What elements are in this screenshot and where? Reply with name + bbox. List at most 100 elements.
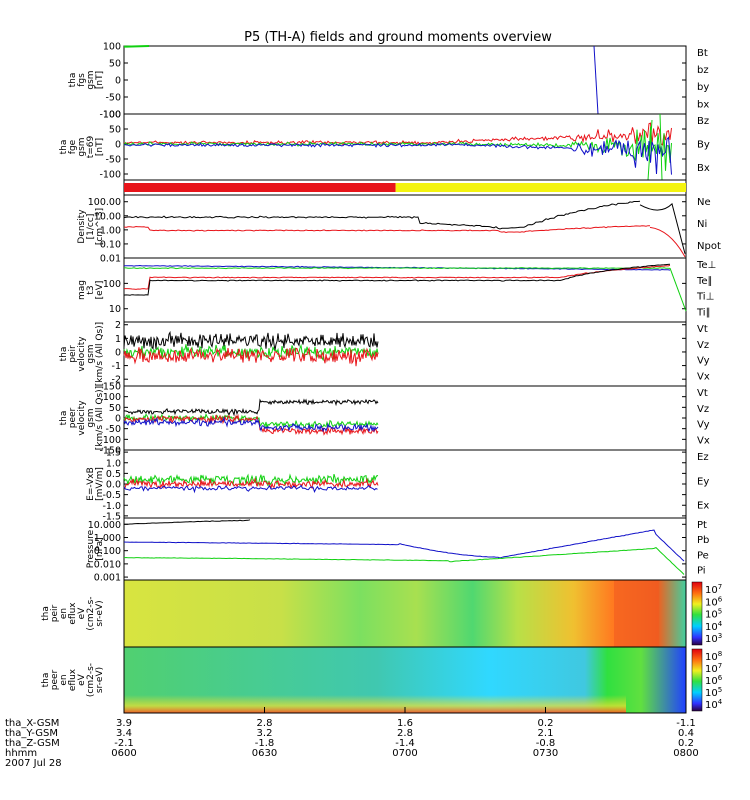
x-axis-value: 0600 <box>111 748 136 759</box>
legend-entry: Vx <box>697 436 710 447</box>
panel-frame <box>123 517 687 581</box>
y-tick-label: 0.0 <box>106 480 121 491</box>
y-axis-label: (cm2-s- <box>86 663 96 697</box>
series-Vz <box>123 346 379 367</box>
legend-entry: Ey <box>697 476 709 487</box>
y-tick-label: 50 <box>109 125 121 136</box>
colorbar-tick-label: 107 <box>705 662 722 675</box>
y-axis-label: Pressure <box>86 529 96 568</box>
y-axis-label: [eV] <box>95 281 105 300</box>
y-axis-label: [km/s (All Qs)] <box>95 386 105 450</box>
y-axis-label: tha <box>59 347 69 362</box>
y-tick-label: 1.000 <box>94 533 121 544</box>
y-axis-label: (cm2-s- <box>86 596 96 630</box>
series-By-spikes <box>647 113 663 181</box>
y-tick-label: 150 <box>103 382 121 393</box>
y-axis-label: eV <box>77 673 87 686</box>
panel-frame <box>123 321 687 387</box>
series-Ni <box>123 200 641 230</box>
series-Pi <box>123 529 685 562</box>
legend-entry: Pb <box>697 535 709 546</box>
y-axis-label: [km/s (All Qs)] <box>95 322 105 386</box>
legend-entry: Bz <box>697 116 709 127</box>
y-axis-label: t=69 <box>86 135 96 158</box>
legend-entry: Vt <box>697 388 708 399</box>
panel-frame <box>123 385 687 451</box>
y-tick-label: 0.5 <box>106 469 121 480</box>
series-Ez <box>123 477 379 491</box>
legend-entry: bz <box>697 65 709 76</box>
x-axis-value: 2.8 <box>257 718 273 729</box>
figure-title: P5 (TH-A) fields and ground moments over… <box>244 30 552 45</box>
y-axis-label: gsm <box>86 70 96 89</box>
colorbar <box>691 648 703 712</box>
series-Te-par <box>123 263 671 296</box>
y-tick-label: 0 <box>115 347 121 358</box>
colorbar <box>691 581 703 646</box>
y-axis-label: eV <box>77 607 87 620</box>
y-tick-label: 0.010 <box>94 559 121 570</box>
series-bx <box>593 45 599 115</box>
y-axis-label: en <box>59 674 69 685</box>
legend-entry: Ni <box>697 219 707 230</box>
y-axis-label: gsm <box>86 344 96 363</box>
x-axis-value: 0.2 <box>538 718 554 729</box>
series-drop <box>669 267 687 312</box>
y-tick-label: -50 <box>105 93 121 104</box>
series-Pt <box>124 519 251 525</box>
y-tick-label: 100 <box>103 392 121 403</box>
panel-peir_velocity: 2 1 0 -1 -2 tha peir velocity gsm [km/s (All Qs)]… <box>59 320 710 387</box>
y-axis-label: peir <box>68 345 78 363</box>
spectrogram-hot-region <box>614 580 659 647</box>
series-Vt <box>123 398 379 417</box>
x-axis-row-label: tha_Z-GSM <box>5 738 60 749</box>
series-Ey <box>123 473 379 487</box>
y-tick-label: 1.00 <box>100 225 121 236</box>
legend-entry: Pi <box>697 566 706 577</box>
y-axis-label: tha <box>59 140 69 155</box>
y-axis-label: [nT] <box>95 138 105 156</box>
y-tick-label: -1.0 <box>102 501 121 512</box>
y-axis-label: gsm <box>77 137 87 156</box>
y-tick-label: -1 <box>112 361 121 372</box>
y-axis-label: [1/cc] <box>86 214 96 240</box>
time-axis: 3.93.4-2.106002.83.2-1.806301.62.8-1.407… <box>5 707 699 769</box>
y-tick-label: 0.01 <box>100 254 121 265</box>
y-tick-label: 0 <box>115 140 121 151</box>
legend-entry: Ez <box>697 452 709 463</box>
y-tick-label: 1.5 <box>106 448 121 459</box>
series-Vx <box>123 416 379 433</box>
y-tick-label: 2 <box>115 320 121 331</box>
series-Pe <box>123 547 685 575</box>
legend-entry: Vy <box>697 356 710 367</box>
spectrogram-low-energy-band <box>124 695 626 713</box>
x-axis-value: 0700 <box>392 748 417 759</box>
y-tick-label: 0.100 <box>94 546 121 557</box>
y-axis-label: tha <box>41 673 51 688</box>
panel-frame <box>123 113 687 181</box>
x-axis-row-label: 2007 Jul 28 <box>5 758 62 769</box>
y-tick-label: 100 <box>103 110 121 121</box>
colorbar-tick-label: 104 <box>705 698 723 711</box>
x-axis-value: 0.4 <box>678 728 694 739</box>
panel-mode <box>123 179 687 196</box>
y-tick-label: 10.00 <box>94 211 121 222</box>
colorbar-tick-label: 103 <box>705 632 722 645</box>
series-Ne <box>123 225 650 234</box>
x-axis-value: -2.1 <box>114 738 134 749</box>
x-axis-value: -1.4 <box>395 738 415 749</box>
legend-entry: Te⊥ <box>696 260 716 271</box>
legend-entry: by <box>697 82 709 93</box>
y-axis-label: E=-VxB <box>86 467 96 501</box>
y-axis-label: peir <box>50 604 60 622</box>
y-axis-label: fgs <box>77 73 87 87</box>
y-axis-label: sr-eV) <box>95 600 105 626</box>
y-axis-label: tha <box>68 73 78 88</box>
y-tick-label: 0.10 <box>100 239 121 250</box>
x-axis-value: 3.4 <box>116 728 132 739</box>
y-axis-label: mag <box>77 280 87 300</box>
series-Bz <box>123 122 672 146</box>
mode-bar-segment <box>395 183 686 192</box>
